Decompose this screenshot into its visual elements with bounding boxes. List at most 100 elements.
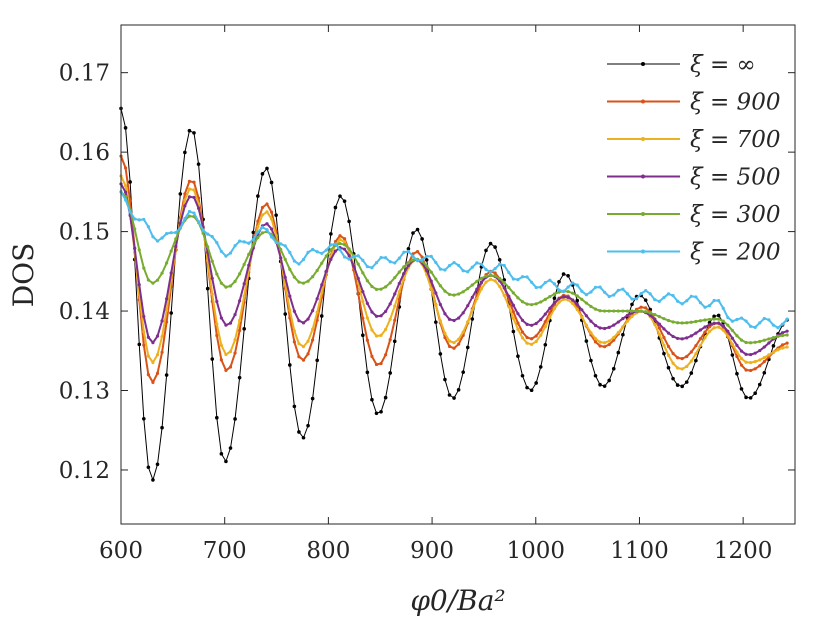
data-point bbox=[342, 237, 347, 241]
data-point bbox=[146, 278, 150, 282]
data-point bbox=[242, 294, 246, 298]
data-point bbox=[502, 280, 506, 285]
data-point bbox=[762, 360, 766, 364]
data-point bbox=[215, 415, 219, 420]
data-point bbox=[753, 325, 757, 329]
data-point bbox=[694, 344, 698, 348]
data-point bbox=[155, 462, 160, 467]
data-point bbox=[192, 188, 196, 192]
data-point bbox=[662, 335, 666, 340]
data-point bbox=[475, 279, 479, 283]
data-point bbox=[767, 353, 771, 357]
data-point bbox=[516, 327, 520, 331]
data-point bbox=[434, 260, 438, 265]
data-point bbox=[224, 254, 228, 258]
data-point bbox=[676, 356, 680, 360]
data-point bbox=[771, 323, 776, 327]
data-point bbox=[233, 338, 237, 342]
data-point bbox=[311, 338, 315, 342]
data-point bbox=[767, 318, 771, 322]
data-point bbox=[311, 309, 315, 313]
legend-marker bbox=[641, 137, 645, 141]
data-point bbox=[520, 275, 525, 279]
data-point bbox=[584, 293, 588, 297]
data-point bbox=[662, 351, 666, 356]
data-point bbox=[384, 309, 388, 314]
data-point bbox=[511, 329, 516, 334]
data-point bbox=[484, 280, 488, 284]
data-point bbox=[265, 202, 269, 206]
data-point bbox=[443, 377, 447, 382]
data-point bbox=[434, 277, 438, 281]
data-point bbox=[685, 321, 689, 325]
data-point bbox=[370, 284, 374, 289]
data-point bbox=[561, 295, 566, 299]
data-point bbox=[511, 291, 515, 295]
data-point bbox=[598, 382, 602, 387]
data-point bbox=[616, 350, 621, 355]
data-point bbox=[785, 345, 789, 349]
data-point bbox=[406, 246, 411, 251]
data-point bbox=[256, 194, 260, 198]
data-point bbox=[210, 357, 215, 361]
data-point bbox=[434, 291, 438, 295]
data-point bbox=[160, 334, 164, 339]
data-point bbox=[361, 333, 365, 338]
data-point bbox=[265, 166, 269, 171]
data-point bbox=[543, 325, 547, 329]
data-point bbox=[571, 281, 575, 285]
data-point bbox=[388, 281, 392, 285]
data-point bbox=[160, 236, 164, 240]
data-point bbox=[712, 314, 716, 319]
data-point bbox=[520, 318, 525, 322]
data-point bbox=[657, 315, 661, 319]
data-point bbox=[602, 384, 607, 388]
data-point bbox=[288, 363, 292, 367]
data-point bbox=[507, 304, 511, 309]
data-point bbox=[288, 267, 292, 271]
data-point bbox=[776, 326, 780, 330]
data-point bbox=[721, 306, 725, 310]
data-point bbox=[680, 302, 684, 306]
data-point bbox=[534, 321, 538, 326]
legend-marker bbox=[641, 62, 645, 66]
data-point bbox=[767, 337, 771, 341]
data-point bbox=[753, 340, 757, 344]
data-point bbox=[511, 316, 515, 320]
data-point bbox=[297, 355, 301, 359]
data-point bbox=[539, 317, 543, 322]
data-point bbox=[425, 254, 429, 258]
data-point bbox=[165, 320, 169, 324]
data-point bbox=[552, 307, 557, 311]
data-point bbox=[657, 299, 661, 304]
data-point bbox=[593, 373, 598, 378]
data-point bbox=[320, 291, 324, 295]
data-point bbox=[151, 235, 155, 239]
data-point bbox=[584, 323, 588, 327]
data-point bbox=[735, 317, 739, 322]
data-point bbox=[233, 417, 237, 421]
data-point bbox=[452, 293, 456, 297]
x-tick-label: 1000 bbox=[506, 538, 565, 564]
data-point bbox=[502, 286, 506, 290]
data-point bbox=[452, 396, 456, 400]
data-point bbox=[137, 342, 142, 347]
data-point bbox=[228, 446, 233, 450]
data-point bbox=[402, 265, 406, 269]
data-point bbox=[707, 329, 712, 334]
data-point bbox=[406, 249, 411, 254]
data-point bbox=[543, 297, 547, 302]
data-point bbox=[712, 317, 716, 321]
data-point bbox=[739, 349, 744, 353]
data-point bbox=[238, 299, 242, 303]
legend-marker bbox=[641, 174, 645, 179]
data-point bbox=[269, 217, 274, 221]
data-point bbox=[662, 317, 666, 321]
data-point bbox=[265, 210, 269, 214]
data-point bbox=[315, 297, 319, 301]
data-point bbox=[726, 323, 730, 327]
data-point bbox=[370, 310, 374, 314]
data-point bbox=[749, 324, 753, 328]
data-point bbox=[420, 255, 424, 259]
data-point bbox=[493, 279, 497, 283]
